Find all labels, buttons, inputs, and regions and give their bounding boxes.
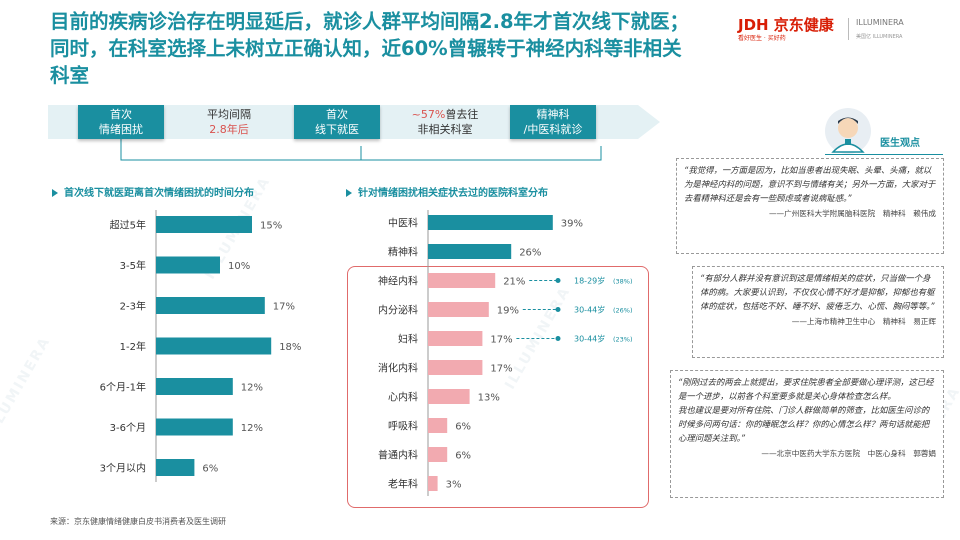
right-bar [428, 302, 489, 317]
left-bar [156, 216, 252, 233]
gap-unrelated-departments: ~57%曾去往 非相关科室 [411, 108, 479, 136]
step-psychiatry-visit: 精神科 /中医科就诊 [510, 105, 596, 139]
right-value-label: 13% [478, 393, 500, 404]
right-category-label: 普通内科 [378, 449, 418, 462]
right-category-label: 内分泌科 [378, 304, 418, 317]
doctor-opinion-title: 医生观点 [880, 138, 920, 149]
left-bar [156, 256, 220, 274]
right-value-label: 26% [519, 248, 541, 259]
step-first-offline-visit: 首次 线下就医 [294, 105, 380, 139]
doctor-avatar [825, 108, 871, 154]
right-category-label: 心内科 [388, 391, 418, 404]
right-value-label: 19% [497, 306, 519, 317]
right-value-label: 3% [446, 480, 462, 491]
left-bar [156, 297, 265, 314]
left-value-label: 6% [202, 464, 218, 475]
doctor-quote-1: “我觉得，一方面是因为，比如当患者出现失眠、头晕、头痛，就以为是神经内科的问题，… [676, 158, 944, 254]
annotation-share-label: (23%) [613, 336, 633, 344]
left-bar [156, 378, 233, 395]
brand-logos: JDH 京东健康 看好医生 · 买好药 ILLUMINERA 美国亿 ILLUM… [738, 14, 938, 44]
left-value-label: 10% [228, 261, 250, 272]
right-value-label: 17% [490, 364, 512, 375]
left-value-label: 15% [260, 221, 282, 232]
right-bar [428, 360, 483, 375]
doctor-quote-3: “刚刚过去的两会上就提出，要求住院患者全部要做心理评测，这已经是一个进步，以前各… [670, 370, 944, 498]
doctor-title-underline [825, 154, 943, 155]
right-bar [428, 447, 448, 462]
left-bar [156, 459, 195, 476]
triangle-bullet-icon [52, 189, 58, 197]
doctor-icon [831, 117, 865, 153]
left-value-label: 12% [241, 383, 263, 394]
right-category-label: 老年科 [388, 478, 418, 491]
right-value-label: 17% [490, 335, 512, 346]
left-category-label: 3-5年 [120, 259, 146, 272]
right-value-label: 21% [503, 277, 525, 288]
left-value-label: 18% [279, 342, 301, 353]
left-bar [156, 337, 272, 355]
right-bar [428, 273, 496, 288]
right-chart-title: 针对情绪困扰相关症状去过的医院科室分布 [346, 184, 548, 199]
annotation-age-label: 30-44岁 [574, 305, 605, 315]
right-bar [428, 418, 448, 433]
left-category-label: 2-3年 [120, 300, 146, 313]
source-footnote: 来源：京东健康情绪健康白皮书消费者及医生调研 [50, 517, 226, 526]
right-category-label: 中医科 [388, 217, 418, 230]
right-category-label: 呼吸科 [388, 420, 418, 433]
patient-journey-flow: 首次 情绪困扰 平均间隔 2.8年后 首次 线下就医 ~57%曾去往 非相关科室 精… [48, 100, 660, 146]
left-value-label: 12% [241, 423, 263, 434]
logo-divider [848, 18, 849, 40]
illuminera-subtitle: 美国亿 ILLUMINERA [856, 34, 903, 40]
triangle-bullet-icon [346, 189, 352, 197]
right-value-label: 6% [455, 422, 471, 433]
unrelated-department-highlight [347, 266, 649, 508]
right-bar [428, 389, 470, 404]
annotation-dot [555, 336, 561, 341]
left-category-label: 1-2年 [120, 340, 146, 353]
left-category-label: 3个月以内 [100, 462, 146, 475]
right-bar [428, 244, 512, 259]
right-category-label: 精神科 [388, 246, 418, 259]
jd-health-slogan: 看好医生 · 买好药 [738, 35, 786, 42]
page-title: 目前的疾病诊治存在明显延后，就诊人群平均间隔2.8年才首次线下就医；同时，在科室… [50, 10, 690, 87]
annotation-share-label: (38%) [613, 278, 633, 286]
left-category-label: 超过5年 [110, 219, 146, 232]
left-category-label: 3-6个月 [110, 422, 146, 434]
annotation-age-label: 30-44岁 [574, 334, 605, 344]
right-value-label: 39% [561, 219, 583, 230]
left-value-label: 17% [273, 302, 295, 313]
annotation-age-label: 18-29岁 [574, 276, 605, 286]
gap-average-interval: 平均间隔 2.8年后 [207, 108, 251, 136]
illuminera-logo: ILLUMINERA [856, 18, 904, 27]
annotation-share-label: (26%) [613, 307, 633, 315]
jd-health-logo: JDH 京东健康 [738, 16, 834, 34]
right-category-label: 消化内科 [378, 362, 418, 375]
left-chart-title: 首次线下就医距离首次情绪困扰的时间分布 [52, 184, 254, 199]
right-category-label: 妇科 [398, 333, 418, 346]
annotation-dot [555, 307, 561, 312]
annotation-dot [555, 278, 561, 283]
left-category-label: 6个月-1年 [100, 381, 146, 394]
doctor-quote-2: “有部分人群并没有意识到这是情绪相关的症状，只当做一个身体的病。大家要认识到，不… [692, 266, 944, 358]
right-value-label: 6% [455, 451, 471, 462]
left-bar [156, 418, 233, 436]
right-category-label: 神经内科 [378, 275, 418, 288]
step-first-emotional-distress: 首次 情绪困扰 [78, 105, 164, 139]
right-bar [428, 476, 438, 491]
right-bar [428, 215, 553, 230]
right-bar [428, 331, 483, 346]
